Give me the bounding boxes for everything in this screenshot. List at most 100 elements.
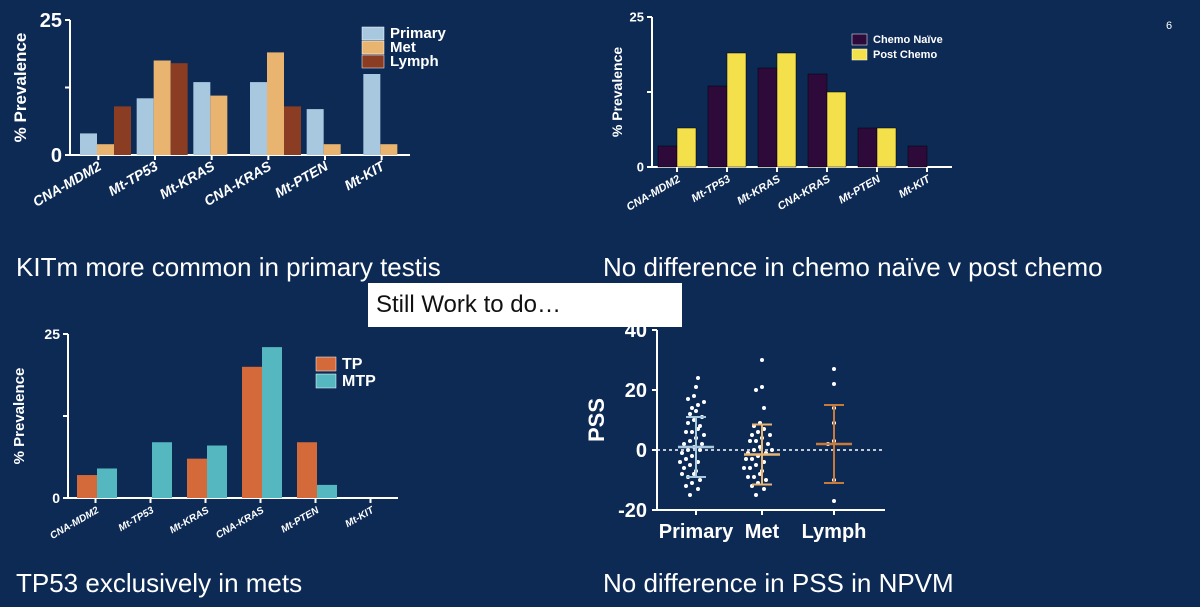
data-point-primary xyxy=(690,481,694,485)
legend-label-mtp: MTP xyxy=(342,373,376,390)
x-tick-label: Mt-PTEN xyxy=(272,157,331,200)
data-point-primary xyxy=(688,493,692,497)
bar-primary-cna-kras xyxy=(250,82,267,155)
data-point-met xyxy=(750,457,754,461)
bar-post-chemo-mt-pten xyxy=(876,127,897,168)
data-point-primary xyxy=(702,433,706,437)
data-point-primary xyxy=(682,466,686,470)
data-point-primary xyxy=(694,409,698,413)
data-point-met xyxy=(752,475,756,479)
data-point-primary xyxy=(680,472,684,476)
data-point-primary xyxy=(698,448,702,452)
bar-met-cna-kras xyxy=(267,52,284,155)
data-point-primary xyxy=(688,439,692,443)
chart-primary-met-lymph: 0 25% Prevalence CNA-MDM2 Mt-TP53 Mt-KRAS CNA… xyxy=(0,0,480,245)
caption-top-right: No difference in chemo naïve v post chem… xyxy=(603,252,1103,282)
bar-tp-mt-pten xyxy=(297,442,317,498)
y-tick-label: 20 xyxy=(625,380,647,402)
slide-number: 6 xyxy=(1166,20,1173,32)
x-tick-label: Primary xyxy=(659,521,734,543)
y-tick-label: 25 xyxy=(40,10,62,32)
legend-swatch-tp xyxy=(315,356,337,372)
data-point-primary xyxy=(688,463,692,467)
legend-label-tp: TP xyxy=(342,356,363,373)
bar-lymph-cna-mdm2 xyxy=(114,106,131,155)
data-point-lymph xyxy=(832,499,836,503)
data-point-primary xyxy=(678,460,682,464)
legend-label-met: Met xyxy=(390,39,416,56)
legend-swatch-post-chemo xyxy=(851,48,868,61)
data-point-primary xyxy=(700,442,704,446)
x-tick-label: Met xyxy=(745,521,780,543)
bar-met-mt-pten xyxy=(323,144,341,155)
bar-met-cna-mdm2 xyxy=(97,144,114,155)
bar-chemo-na-ve-mt-pten xyxy=(857,127,878,168)
data-point-met xyxy=(756,430,760,434)
bar-post-chemo-mt-kras xyxy=(776,52,797,168)
legend-swatch-chemo-na-ve xyxy=(851,33,868,46)
bar-lymph-mt-tp53 xyxy=(170,63,188,156)
bar-mtp-cna-mdm2 xyxy=(97,468,117,498)
data-point-met xyxy=(762,487,766,491)
y-axis-label: % Prevalence xyxy=(11,33,30,143)
bar-post-chemo-cna-kras xyxy=(826,91,847,168)
data-point-met xyxy=(768,433,772,437)
data-point-primary xyxy=(686,421,690,425)
x-tick-label: Lymph xyxy=(802,521,867,543)
data-point-primary xyxy=(696,403,700,407)
bar-chemo-na-ve-mt-tp53 xyxy=(707,85,728,168)
data-point-primary xyxy=(686,397,690,401)
legend-label-primary: Primary xyxy=(390,25,447,42)
legend-label-post-chemo: Post Chemo xyxy=(873,49,937,61)
bar-lymph-cna-kras xyxy=(284,106,301,155)
data-point-primary xyxy=(698,478,702,482)
caption-bottom-right: No difference in PSS in NPVM xyxy=(603,568,954,598)
chart-chemo-naive-post: 0 25% Prevalence CNA-MDM2 Mt-TP53 Mt-KRAS CNA… xyxy=(600,0,1020,245)
data-point-primary xyxy=(680,451,684,455)
data-point-primary xyxy=(684,457,688,461)
x-tick-label: CNA-KRAS xyxy=(214,505,266,541)
caption-top-left: KITm more common in primary testis xyxy=(16,252,441,282)
bar-met-mt-kras xyxy=(210,95,228,155)
x-tick-label: Mt-KIT xyxy=(897,173,934,201)
bar-primary-cna-mdm2 xyxy=(80,133,97,155)
x-tick-label: Mt-PTEN xyxy=(837,173,884,207)
chart-pss-scatter: -20 0 20 40 PSS Primary Met Lymph xyxy=(580,318,900,563)
data-point-primary xyxy=(682,442,686,446)
legend-label-lymph: Lymph xyxy=(390,53,439,70)
chart-tp-mtp: 0 25 % Prevalence CNA-MDM2 Mt-TP53 Mt-KRAS CNA… xyxy=(0,318,420,568)
data-point-primary xyxy=(690,454,694,458)
legend-swatch-lymph xyxy=(361,54,385,69)
data-point-met xyxy=(748,466,752,470)
bar-tp-mt-kras xyxy=(187,458,207,498)
data-point-primary xyxy=(690,406,694,410)
x-tick-label: Mt-KRAS xyxy=(168,505,211,536)
bar-tp-cna-mdm2 xyxy=(77,475,97,498)
bar-primary-mt-kras xyxy=(193,82,211,155)
data-point-primary xyxy=(684,430,688,434)
x-tick-label: Mt-PTEN xyxy=(279,505,321,536)
bar-chemo-na-ve-mt-kit xyxy=(907,145,928,168)
bar-post-chemo-mt-tp53 xyxy=(726,52,747,168)
data-point-met xyxy=(766,442,770,446)
x-tick-label: Mt-KIT xyxy=(341,157,388,193)
y-tick-label: 0 xyxy=(636,440,647,462)
bar-mtp-mt-pten xyxy=(317,484,337,498)
legend-swatch-met xyxy=(361,40,385,55)
legend-swatch-mtp xyxy=(315,373,337,389)
y-tick-label: 0 xyxy=(52,490,60,506)
bar-mtp-mt-kras xyxy=(207,445,227,498)
bar-chemo-na-ve-mt-kras xyxy=(757,67,778,168)
data-point-met xyxy=(760,358,764,362)
bar-chemo-na-ve-cna-kras xyxy=(807,73,828,168)
data-point-met xyxy=(742,466,746,470)
data-point-met xyxy=(746,475,750,479)
data-point-primary xyxy=(686,448,690,452)
bar-chemo-na-ve-cna-mdm2 xyxy=(657,145,678,168)
x-tick-label: Mt-TP53 xyxy=(117,505,157,534)
bar-primary-mt-kit xyxy=(363,74,381,155)
x-tick-label: Mt-KIT xyxy=(344,505,377,531)
y-tick-label: 0 xyxy=(637,160,644,175)
